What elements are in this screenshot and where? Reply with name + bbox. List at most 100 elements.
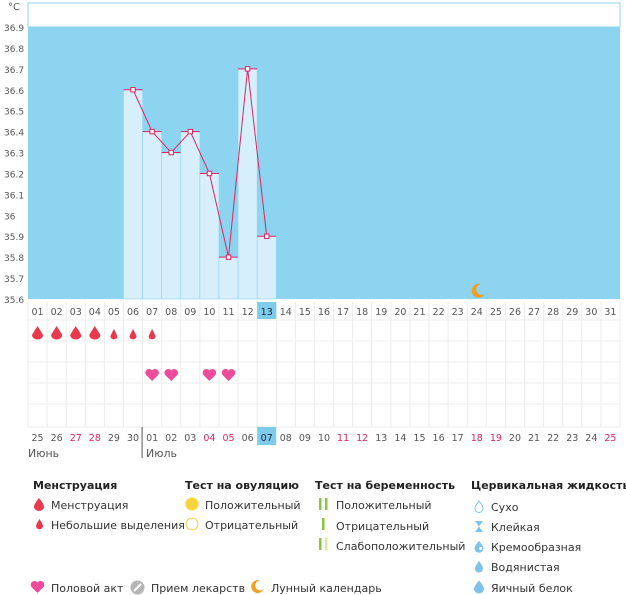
calendar-date-label: 22	[547, 433, 559, 444]
legend-cervical-dry-label: Сухо	[491, 501, 519, 514]
menstruation-drop	[148, 329, 156, 340]
legend-cervical-title: Цервикальная жидкость	[471, 479, 626, 492]
cycle-day-label: 17	[337, 307, 349, 318]
calendar-date-label: 06	[242, 433, 254, 444]
calendar-date-label: 09	[299, 433, 311, 444]
cycle-day-label: 13	[261, 307, 273, 318]
cycle-day-label: 21	[413, 307, 425, 318]
moon-marker	[471, 283, 485, 298]
y-tick-label: 36	[4, 212, 16, 222]
legend-pregnancy-positive-label: Положительный	[336, 499, 432, 512]
pregnancy-positive-icon	[319, 498, 328, 510]
temperature-point	[149, 128, 155, 135]
y-tick-label: 36.5	[4, 108, 24, 118]
pill-icon	[130, 580, 145, 595]
legend-spotting-label: Небольшие выделения	[51, 519, 185, 532]
cycle-day-label: 22	[433, 307, 445, 318]
cycle-day-label: 18	[356, 307, 368, 318]
y-tick-label: 36.7	[4, 66, 24, 76]
cycle-day-label: 24	[471, 307, 483, 318]
calendar-date-label: 26	[51, 433, 63, 444]
legend-intercourse-label: Половой акт	[51, 582, 124, 595]
pregnancy-weak-icon	[319, 538, 328, 550]
legend-ovulation-title: Тест на овуляцию	[185, 479, 299, 492]
ovulation-negative-icon	[185, 517, 199, 531]
temperature-bar	[218, 256, 239, 300]
y-unit-label: °C	[8, 2, 20, 13]
y-tick-label: 35.8	[4, 254, 24, 264]
calendar-date-label: 03	[184, 433, 196, 444]
calendar-date-label: 19	[490, 433, 502, 444]
cycle-day-label: 30	[585, 307, 597, 318]
calendar-date-label: 14	[394, 433, 406, 444]
legend-medication-label: Прием лекарств	[151, 582, 246, 595]
temperature-bar	[237, 68, 258, 300]
temperature-bar	[161, 152, 182, 300]
temperature-point	[168, 149, 174, 156]
cycle-day-label: 02	[51, 307, 63, 318]
cervical-watery-icon	[475, 561, 483, 573]
temperature-point	[206, 170, 213, 177]
cycle-day-label: 14	[280, 307, 292, 318]
intercourse-heart	[164, 369, 178, 381]
legend-cervical-watery-label: Водянистая	[491, 561, 560, 574]
cycle-day-label: 27	[528, 307, 540, 318]
temperature-point	[244, 66, 251, 72]
legend-menstruation-label: Менструация	[51, 499, 129, 512]
cycle-day-label: 20	[394, 307, 406, 318]
legend-cervical-creamy-label: Кремообразная	[491, 541, 582, 554]
calendar-date-label: 29	[108, 433, 120, 444]
plot-area	[28, 27, 620, 299]
y-tick-label: 36.4	[4, 129, 24, 139]
calendar-date-label: 05	[222, 433, 234, 444]
cervical-dry-icon	[474, 500, 484, 513]
cycle-day-label: 01	[32, 307, 44, 318]
y-tick-label: 35.6	[4, 296, 24, 306]
calendar-date-label: 30	[127, 433, 139, 444]
cycle-day-label: 03	[70, 307, 82, 318]
calendar-date-label: 07	[261, 433, 273, 444]
cycle-day-label: 28	[547, 307, 559, 318]
menstruation-drop	[110, 329, 118, 340]
temperature-point	[264, 233, 270, 239]
cycle-day-label: 15	[299, 307, 311, 318]
cycle-day-label: 19	[375, 307, 387, 318]
calendar-date-label: 11	[337, 433, 349, 444]
drop-large-icon	[34, 498, 44, 511]
cycle-day-label: 09	[184, 307, 196, 318]
y-tick-label: 36.9	[4, 24, 24, 34]
legend-cervical-eggwhite-label: Яичный белок	[491, 582, 573, 595]
legend-cervical-sticky-label: Клейкая	[491, 521, 540, 534]
y-tick-label: 36.6	[4, 87, 24, 97]
cervical-eggwhite-icon	[474, 580, 484, 594]
calendar-date-label: 10	[318, 433, 330, 444]
y-tick-label: 35.7	[4, 275, 24, 285]
menstruation-drop	[32, 326, 44, 340]
temperature-bar	[180, 131, 201, 300]
legend-pregnancy-weak-label: Слабоположительный	[336, 540, 466, 553]
month-label-july: Июль	[146, 447, 178, 460]
today-date-highlight	[257, 427, 277, 445]
cycle-day-label: 07	[146, 307, 158, 318]
cycle-day-label: 08	[165, 307, 177, 318]
y-tick-label: 35.9	[4, 233, 24, 243]
intercourse-heart	[145, 369, 159, 381]
cycle-day-label: 05	[108, 307, 120, 318]
calendar-date-label: 27	[70, 433, 82, 444]
temperature-point	[130, 87, 136, 93]
legend-ovulation-negative-label: Отрицательный	[205, 519, 299, 532]
calendar-date-label: 21	[528, 433, 540, 444]
legend-pregnancy-negative-label: Отрицательный	[336, 520, 430, 533]
cycle-day-label: 10	[203, 307, 215, 318]
calendar-date-label: 25	[32, 433, 44, 444]
month-label-june: Июнь	[28, 447, 60, 460]
y-tick-label: 36.3	[4, 150, 24, 160]
intercourse-heart	[221, 369, 236, 381]
cycle-day-label: 25	[490, 307, 502, 318]
menstruation-drop	[89, 326, 101, 340]
temperature-point	[225, 254, 232, 260]
menstruation-drop	[70, 326, 82, 340]
temperature-bar	[123, 89, 143, 300]
temperature-bar	[199, 173, 220, 300]
ovulation-positive-icon	[185, 497, 199, 511]
